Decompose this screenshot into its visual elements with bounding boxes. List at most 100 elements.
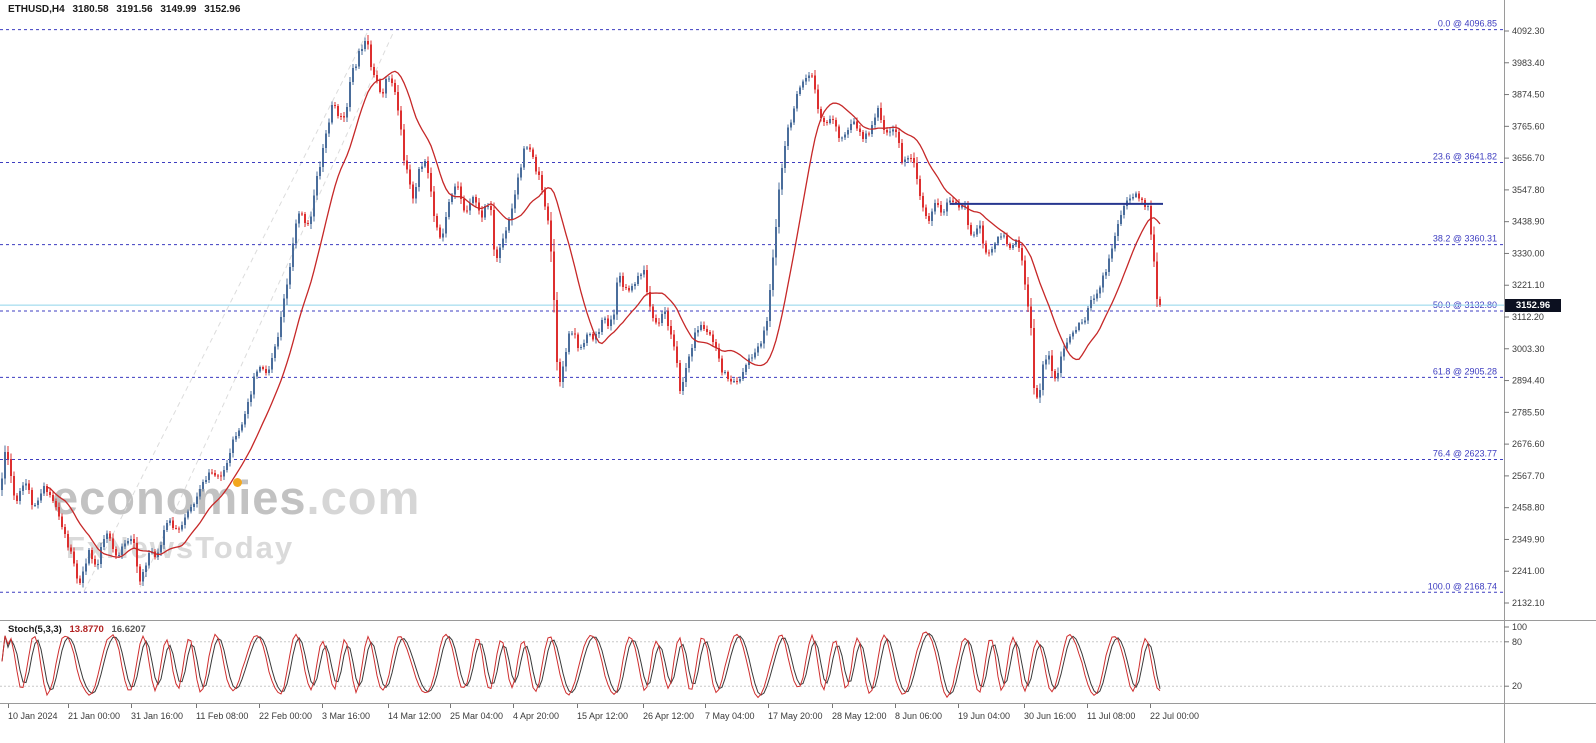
symbol-ohlc-header: ETHUSD,H4 3180.58 3191.56 3149.99 3152.9…: [8, 4, 245, 15]
stoch-signal-value: 16.6207: [111, 624, 146, 635]
candle-body: [835, 119, 837, 127]
candle-body: [925, 207, 927, 216]
candle-body: [1153, 234, 1155, 262]
candle-body: [703, 324, 705, 329]
candle-body: [31, 490, 33, 506]
candle-body: [1132, 196, 1134, 199]
candle-body: [682, 382, 684, 391]
candle-body: [721, 358, 723, 373]
candle-body: [565, 352, 567, 367]
candle-body: [154, 551, 156, 558]
candle-body: [688, 356, 690, 368]
candle-body: [1138, 193, 1140, 199]
candle-body: [997, 237, 999, 244]
candle-body: [1081, 322, 1083, 324]
candle-body: [364, 40, 366, 50]
candle-body: [838, 126, 840, 139]
candle-body: [1087, 308, 1089, 321]
candle-body: [841, 137, 843, 139]
candle-body: [922, 196, 924, 208]
candle-body: [1120, 214, 1122, 224]
time-label: 11 Feb 08:00: [196, 711, 248, 721]
candle-body: [730, 378, 732, 382]
candle-body: [646, 269, 648, 292]
candle-body: [514, 194, 516, 209]
candle-body: [589, 334, 591, 336]
candle-body: [898, 132, 900, 143]
candle-body: [400, 110, 402, 130]
candle-body: [292, 243, 294, 268]
candle-body: [238, 430, 240, 436]
candle-body: [892, 129, 894, 132]
candle-body: [469, 202, 471, 211]
candle-body: [484, 206, 486, 218]
candle-body: [175, 527, 177, 529]
candle-body: [343, 115, 345, 118]
candle-body: [604, 318, 606, 321]
candle-body: [220, 475, 222, 477]
candle-body: [382, 91, 384, 94]
fib-trend-guide-line[interactable]: [83, 30, 369, 592]
candle-body: [334, 104, 336, 106]
candle-body: [538, 171, 540, 176]
time-axis[interactable]: [0, 704, 1596, 743]
candle-body: [331, 104, 333, 123]
price-tick-label: 2894.40: [1512, 376, 1545, 386]
candle-body: [397, 91, 399, 111]
candle-body: [586, 334, 588, 343]
fib-trend-guide-line[interactable]: [139, 30, 395, 588]
candle-body: [505, 230, 507, 239]
candle-body: [802, 81, 804, 88]
candle-body: [16, 495, 18, 502]
candle-body: [658, 322, 660, 324]
candle-body: [529, 147, 531, 150]
candle-body: [34, 505, 36, 507]
stoch-level-label: 20: [1512, 681, 1522, 691]
candle-body: [1129, 198, 1131, 201]
candle-body: [856, 121, 858, 129]
candle-body: [994, 243, 996, 249]
candlesticks[interactable]: [1, 34, 1161, 588]
candle-body: [637, 276, 639, 285]
candle-body: [976, 228, 978, 235]
candle-body: [1111, 248, 1113, 259]
candle-body: [109, 533, 111, 539]
candle-body: [1015, 240, 1017, 246]
candle-body: [832, 118, 834, 120]
candle-body: [592, 334, 594, 340]
candle-body: [40, 493, 42, 501]
time-label: 26 Apr 12:00: [643, 711, 694, 721]
candle-body: [655, 318, 657, 323]
candle-body: [601, 320, 603, 332]
candle-body: [394, 82, 396, 92]
candle-body: [967, 205, 969, 226]
candle-body: [82, 571, 84, 583]
candle-body: [283, 298, 285, 317]
price-axis[interactable]: [1504, 0, 1596, 703]
candle-body: [127, 540, 129, 544]
candle-body: [883, 119, 885, 131]
candle-body: [391, 78, 393, 83]
candle-body: [148, 553, 150, 566]
candle-body: [25, 483, 27, 486]
candle-body: [940, 205, 942, 213]
candle-body: [376, 75, 378, 81]
candle-body: [652, 306, 654, 319]
candle-body: [607, 318, 609, 326]
moving-average-line: [46, 70, 1161, 558]
candle-body: [265, 368, 267, 373]
candle-body: [205, 479, 207, 482]
candle-body: [709, 332, 711, 335]
candle-body: [385, 78, 387, 94]
candle-body: [862, 131, 864, 139]
candle-body: [634, 284, 636, 286]
chart-plot-area[interactable]: [0, 0, 1504, 620]
candle-body: [781, 168, 783, 190]
stoch-panel-area[interactable]: [0, 621, 1504, 703]
candle-body: [142, 571, 144, 582]
candle-body: [676, 346, 678, 363]
fib-level-label: 38.2 @ 3360.31: [1433, 234, 1497, 244]
candle-body: [76, 563, 78, 579]
candle-body: [1063, 348, 1065, 357]
